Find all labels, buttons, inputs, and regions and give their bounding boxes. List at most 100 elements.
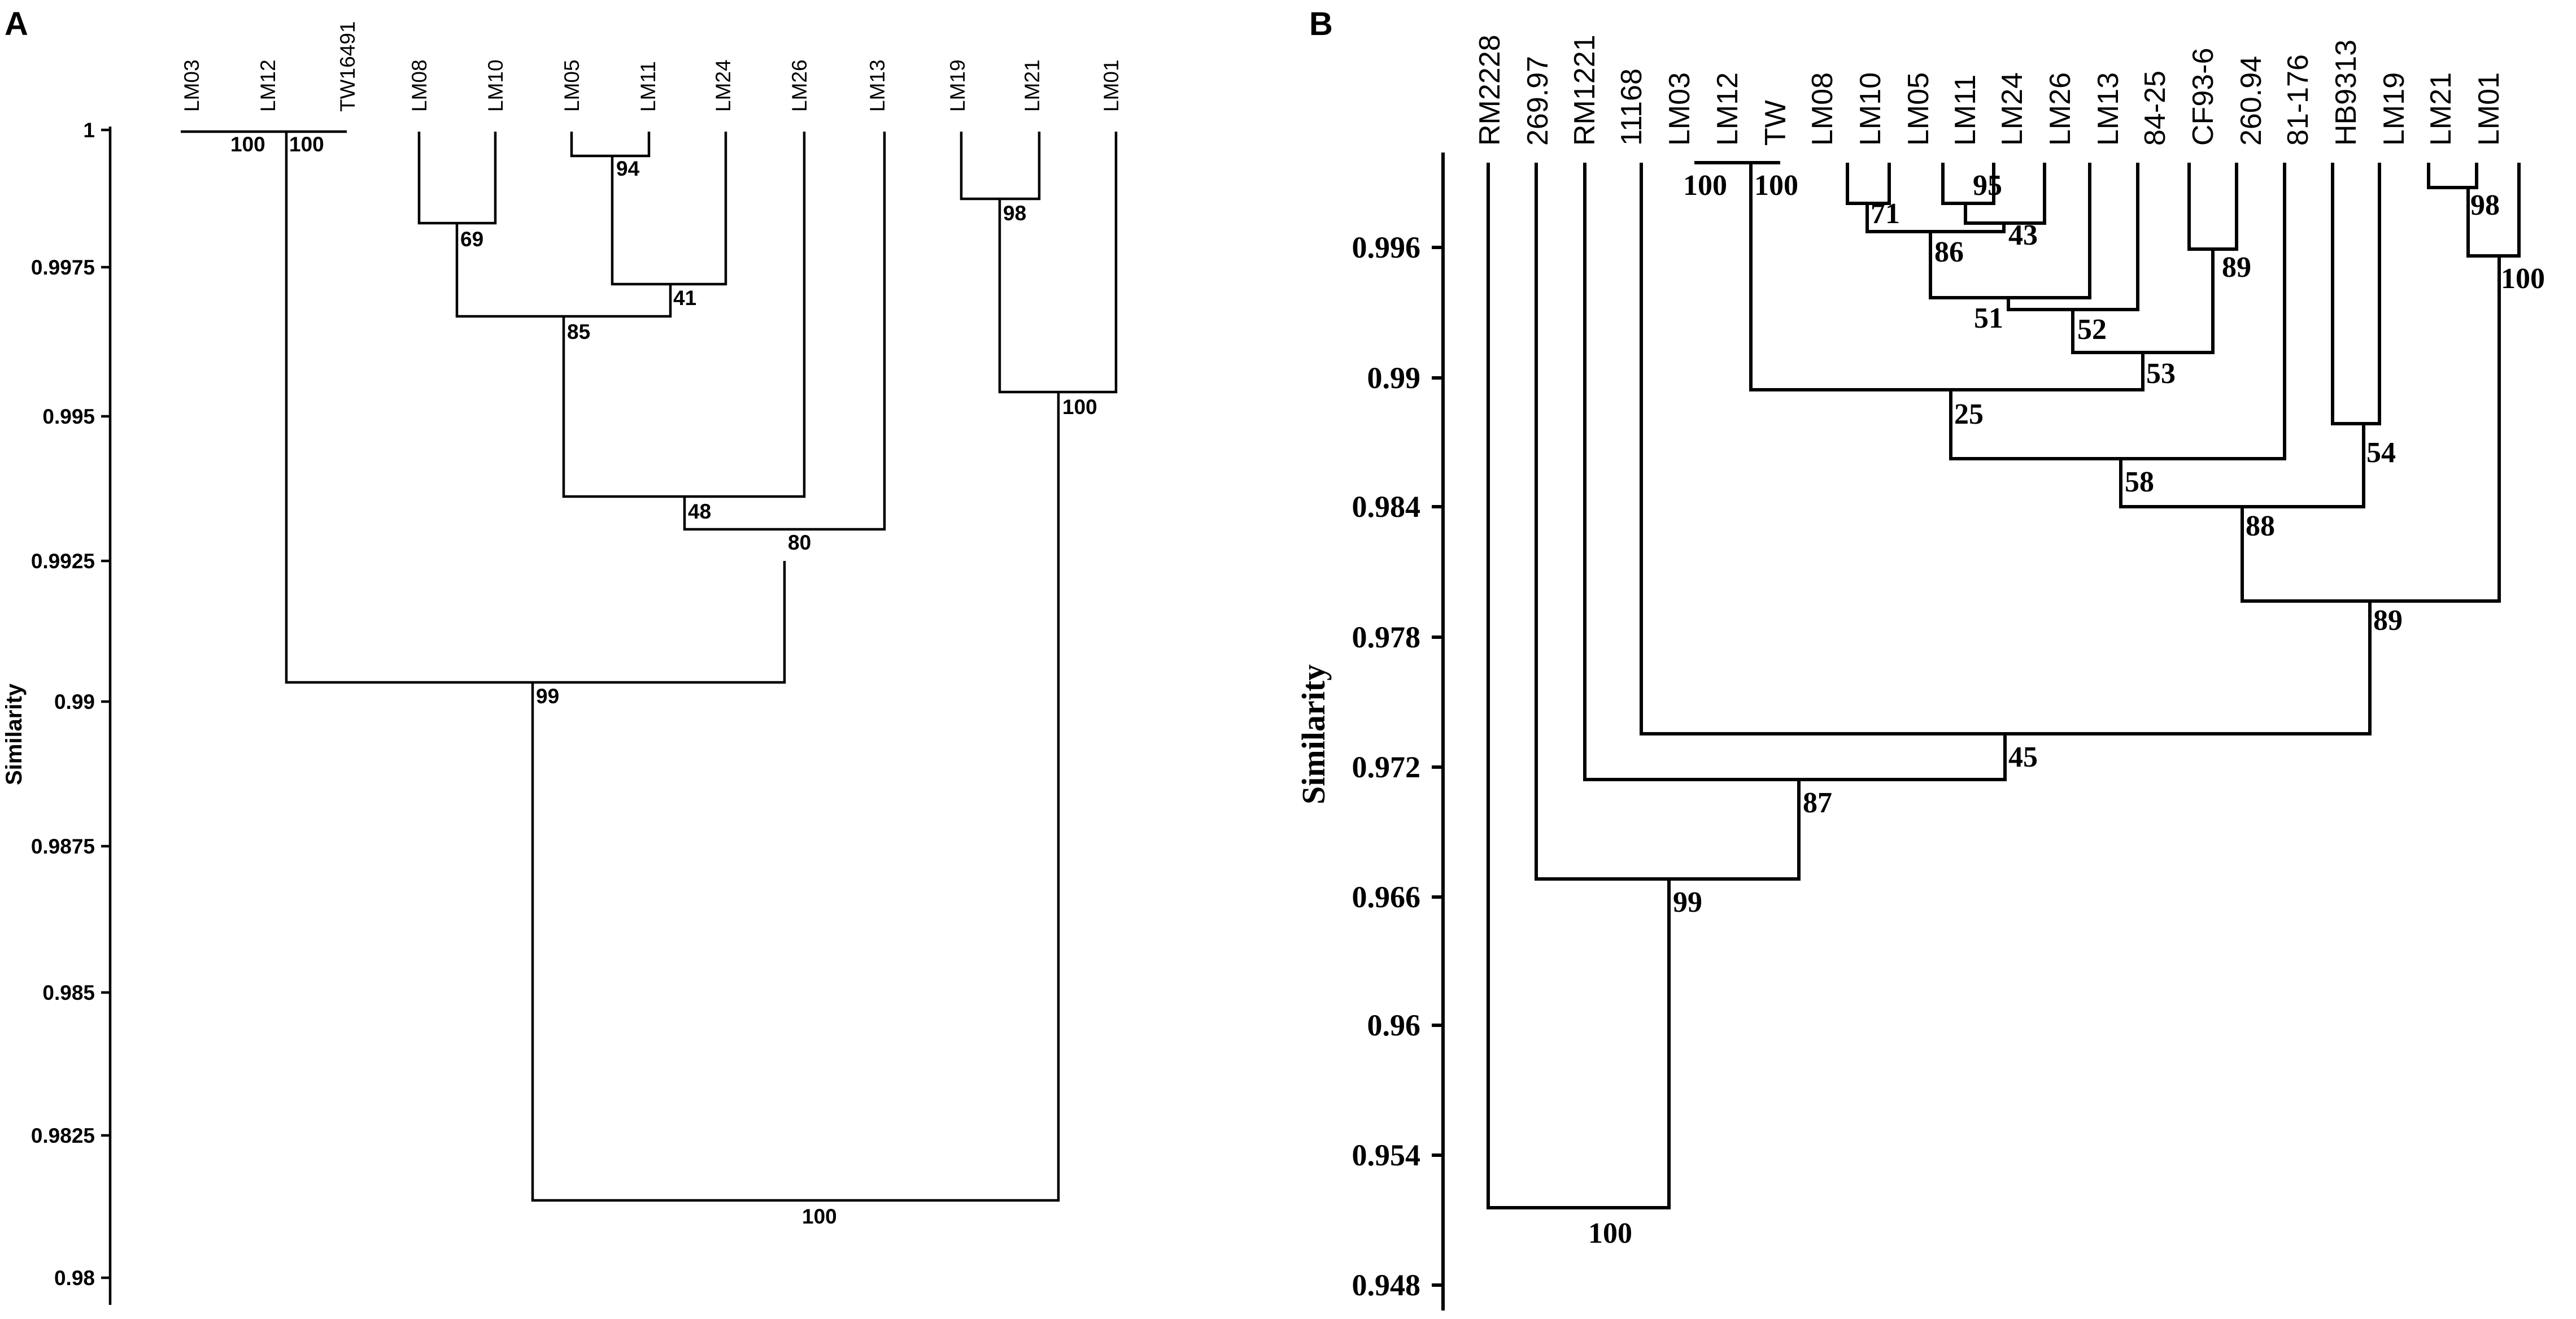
bootstrap-value: 95 xyxy=(1973,169,2002,202)
panel-b-tick-label: 0.99 xyxy=(1367,361,1421,395)
branch xyxy=(1949,163,2286,460)
panel-a-tick-label: 0.985 xyxy=(42,981,95,1004)
branch xyxy=(611,132,727,286)
panel-a-y-ticks: 1 0.9975 0.995 0.9925 0.99 0.9875 0.985 … xyxy=(31,119,110,1290)
leaf-label: LM24 xyxy=(712,59,735,112)
branch xyxy=(1583,163,2007,781)
branch xyxy=(2427,163,2478,189)
leaf-label: LM08 xyxy=(1806,72,1839,146)
leaf-label: LM19 xyxy=(946,59,969,112)
panel-b-letter: B xyxy=(1309,6,1333,42)
bootstrap-value: 51 xyxy=(1974,302,2003,334)
bootstrap-value: 58 xyxy=(2125,466,2154,498)
bootstrap-value: 100 xyxy=(1588,1217,1632,1250)
panel-b-tick-label: 0.984 xyxy=(1352,490,1421,524)
leaf-label: TW16491 xyxy=(336,21,359,112)
bootstrap-value: 54 xyxy=(2366,437,2396,469)
panel-b: B Similarity 0.996 0.99 0.984 0.978 0.97… xyxy=(1295,6,2545,1311)
panel-b-y-ticks: 0.996 0.99 0.984 0.978 0.972 0.966 0.96 … xyxy=(1352,230,1443,1302)
panel-b-bootstrap-values: 100 100 95 71 43 86 51 52 89 53 25 58 54… xyxy=(1588,169,2545,1250)
panel-b-tick-label: 0.978 xyxy=(1352,620,1421,654)
bootstrap-value: 43 xyxy=(2008,219,2038,251)
bootstrap-value: 53 xyxy=(2146,358,2176,390)
leaf-label: HB9313 xyxy=(2330,40,2363,146)
branch xyxy=(285,132,786,684)
leaf-label: LM11 xyxy=(637,61,660,112)
panel-a-tick-label: 1 xyxy=(83,119,95,142)
bootstrap-value: 85 xyxy=(567,320,590,343)
leaf-label: LM01 xyxy=(2473,72,2505,146)
bootstrap-value: 41 xyxy=(673,286,696,310)
branch xyxy=(570,132,651,158)
bootstrap-value: 100 xyxy=(1754,169,1798,202)
bootstrap-value: 100 xyxy=(230,133,265,156)
bootstrap-value: 89 xyxy=(2373,604,2403,637)
bootstrap-value: 100 xyxy=(2501,263,2545,295)
leaf-label: CF93-6 xyxy=(2187,48,2220,146)
leaf-label: 84-25 xyxy=(2139,71,2172,146)
leaf-label: TW xyxy=(1759,100,1792,146)
bootstrap-value: 98 xyxy=(2470,189,2500,221)
branch xyxy=(683,132,886,531)
bootstrap-value: 52 xyxy=(2077,314,2107,346)
panel-b-leaf-labels: RM2228 269.97 RM1221 11168 LM03 LM12 TW … xyxy=(1474,34,2505,146)
bootstrap-value: 89 xyxy=(2222,251,2251,284)
leaf-label: 260.94 xyxy=(2235,56,2268,146)
panel-a-tick-label: 0.9825 xyxy=(31,1124,95,1147)
branch xyxy=(531,392,1060,1202)
branch xyxy=(1749,163,2145,391)
bootstrap-value: 25 xyxy=(1954,398,1984,430)
panel-a-y-axis-label: Similarity xyxy=(2,683,27,785)
branch xyxy=(2331,163,2381,425)
panel-a-tick-label: 0.98 xyxy=(54,1266,95,1290)
leaf-label: LM05 xyxy=(1902,72,1935,146)
leaf-label: LM26 xyxy=(2044,72,2077,146)
leaf-label: LM01 xyxy=(1100,59,1123,112)
panel-b-tick-label: 0.996 xyxy=(1352,230,1421,264)
panel-b-tick-label: 0.966 xyxy=(1352,880,1421,914)
bootstrap-value: 100 xyxy=(802,1205,837,1228)
leaf-label: LM10 xyxy=(1854,72,1887,146)
leaf-label: LM03 xyxy=(1663,72,1696,146)
bootstrap-value: 48 xyxy=(688,500,711,523)
panel-a: A Similarity 1 0.9975 0.995 0.9925 0.99 … xyxy=(2,6,1123,1305)
bootstrap-value: 80 xyxy=(788,531,811,554)
panel-a-tick-label: 0.9875 xyxy=(31,835,95,858)
leaf-label: 11168 xyxy=(1615,68,1648,146)
panel-b-tick-label: 0.96 xyxy=(1367,1008,1421,1042)
leaf-label: LM26 xyxy=(788,59,811,112)
leaf-label: LM19 xyxy=(2378,72,2411,146)
panel-a-letter: A xyxy=(5,6,28,42)
panel-b-y-axis-label: Similarity xyxy=(1295,664,1332,804)
leaf-label: LM10 xyxy=(484,59,507,112)
panel-a-tick-label: 0.995 xyxy=(42,405,95,428)
branch xyxy=(2466,163,2521,258)
bootstrap-value: 88 xyxy=(2246,510,2275,542)
bootstrap-value: 86 xyxy=(1934,236,1964,268)
bootstrap-value: 99 xyxy=(536,685,559,708)
leaf-label: LM13 xyxy=(866,59,889,112)
leaf-label: LM08 xyxy=(408,59,431,112)
leaf-label: RM2228 xyxy=(1474,34,1506,146)
panel-a-bootstrap-values: 100 100 94 69 41 85 48 80 98 100 99 100 xyxy=(230,133,1097,1228)
leaf-label: LM21 xyxy=(1021,59,1044,112)
panel-a-tick-label: 0.9925 xyxy=(31,550,95,573)
bootstrap-value: 69 xyxy=(460,228,483,251)
leaf-label: LM13 xyxy=(2092,72,2125,146)
bootstrap-value: 100 xyxy=(289,133,324,156)
bootstrap-value: 99 xyxy=(1673,886,1702,918)
leaf-label: LM12 xyxy=(256,59,280,112)
leaf-label: RM1221 xyxy=(1568,34,1601,146)
leaf-label: LM05 xyxy=(560,59,583,112)
bootstrap-value: 94 xyxy=(616,157,640,180)
leaf-label: LM03 xyxy=(180,59,203,112)
leaf-label: LM24 xyxy=(1996,72,2029,146)
bootstrap-value: 100 xyxy=(1683,169,1727,202)
leaf-label: 81-176 xyxy=(2282,54,2315,146)
leaf-label: 269.97 xyxy=(1522,56,1554,146)
leaf-label: LM12 xyxy=(1711,72,1744,146)
branch xyxy=(1487,163,1671,1209)
panel-b-branches xyxy=(1487,161,2521,1209)
